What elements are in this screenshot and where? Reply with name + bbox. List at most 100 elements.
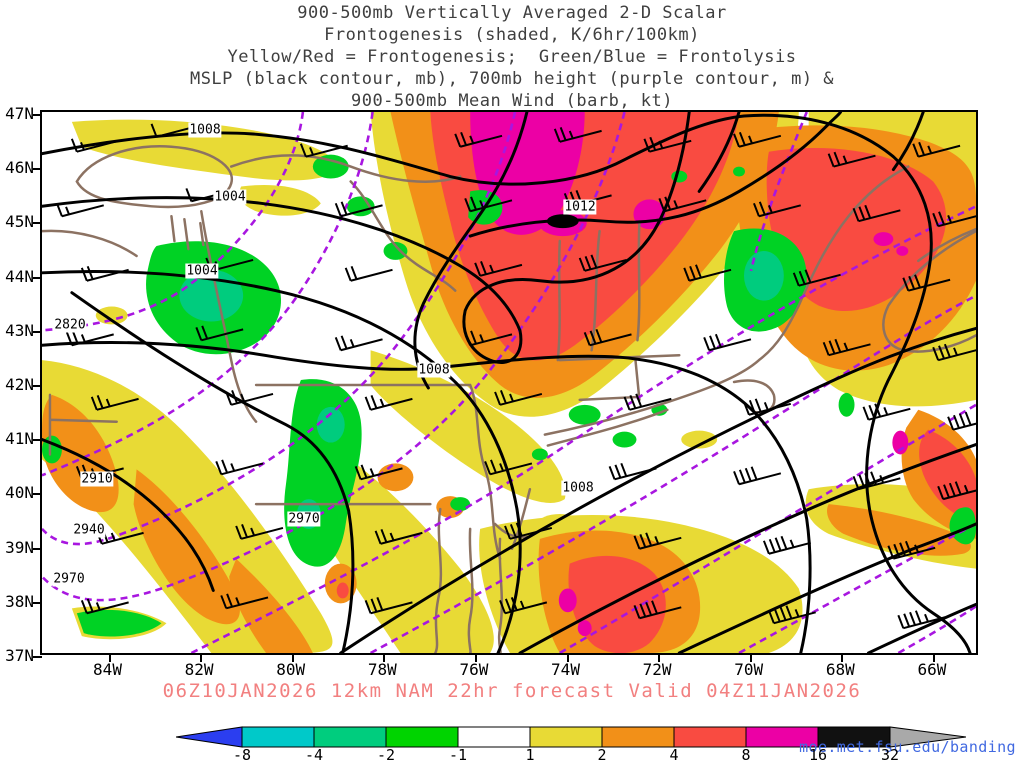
geography-borders bbox=[42, 145, 976, 653]
lon-tick-label: 70W bbox=[734, 660, 764, 679]
lon-tick-label: 72W bbox=[642, 660, 672, 679]
mslp-contour-label: 1008 bbox=[188, 122, 222, 138]
lon-tick-label: 66W bbox=[917, 660, 947, 679]
lon-tick-mark bbox=[200, 653, 203, 662]
wind-barb bbox=[733, 466, 782, 486]
wind-barb bbox=[334, 335, 383, 352]
wind-barb bbox=[947, 411, 976, 431]
colorbar-tick-label: 16 bbox=[808, 746, 828, 764]
lon-tick-label: 74W bbox=[551, 660, 580, 679]
colorbar-cell bbox=[457, 726, 531, 748]
wind-barbs bbox=[56, 123, 976, 630]
wind-barb bbox=[225, 390, 274, 406]
wind-barb bbox=[334, 201, 383, 218]
wind-barb bbox=[658, 196, 707, 213]
wind-barb bbox=[767, 605, 816, 625]
wind-barb bbox=[474, 260, 523, 277]
mslp-contour-label: 1004 bbox=[185, 263, 219, 279]
wind-barb bbox=[862, 403, 911, 421]
lat-tick-mark bbox=[33, 439, 42, 442]
wind-barb bbox=[822, 338, 871, 357]
lat-tick-mark bbox=[33, 656, 42, 658]
wind-barb bbox=[235, 524, 284, 540]
wind-barb bbox=[827, 151, 876, 168]
lon-tick-mark bbox=[841, 653, 844, 662]
wind-barb bbox=[344, 265, 393, 282]
wind-barb bbox=[499, 596, 548, 615]
wind-barb bbox=[80, 598, 129, 615]
colorbar-right-arrow bbox=[889, 726, 966, 748]
wind-barb bbox=[932, 343, 976, 362]
title-line-5: 900-500mb Mean Wind (barb, kt) bbox=[350, 91, 674, 111]
lon-tick-mark bbox=[291, 653, 294, 662]
wind-barb bbox=[215, 459, 264, 476]
wind-barb bbox=[703, 333, 752, 352]
wind-barb bbox=[299, 143, 348, 158]
lon-tick-mark bbox=[474, 653, 477, 662]
lon-tick-mark bbox=[932, 653, 935, 662]
lat-tick-label: 37N bbox=[5, 646, 34, 665]
lat-tick-mark bbox=[33, 114, 42, 116]
wind-barb bbox=[464, 196, 513, 213]
title-line-3: Yellow/Red = Frontogenesis; Green/Blue =… bbox=[227, 47, 797, 67]
lon-tick-label: 80W bbox=[276, 660, 306, 679]
credit-link[interactable]: moe.met.fsu.edu/banding bbox=[799, 738, 1016, 756]
lon-tick-label: 68W bbox=[825, 660, 855, 679]
mslp-contour-label: 1008 bbox=[561, 480, 595, 496]
lon-tick-label: 84W bbox=[93, 660, 122, 679]
title-line-4: MSLP (black contour, mb), 700mb height (… bbox=[189, 69, 835, 89]
colorbar-tick-label: -1 bbox=[448, 746, 468, 764]
lat-tick-label: 44N bbox=[5, 266, 34, 286]
wind-barb bbox=[852, 204, 901, 223]
height-contour-label: 2820 bbox=[53, 317, 87, 333]
lat-tick-label: 39N bbox=[5, 537, 34, 557]
colorbar-cell bbox=[385, 726, 459, 748]
wind-barb bbox=[374, 529, 423, 545]
wind-barb bbox=[484, 459, 533, 476]
wind-barb bbox=[753, 201, 802, 218]
wind-barb bbox=[90, 395, 139, 411]
colorbar-cell bbox=[601, 726, 675, 748]
map-canvas bbox=[42, 112, 976, 653]
wind-barb bbox=[56, 202, 104, 218]
lat-tick-label: 43N bbox=[5, 320, 34, 340]
colorbar-cell bbox=[313, 726, 387, 748]
wind-barb bbox=[504, 522, 553, 540]
wind-barb bbox=[633, 532, 682, 550]
lat-tick-mark bbox=[33, 601, 42, 604]
lat-tick-mark bbox=[33, 168, 42, 171]
title-line-1: 900-500mb Vertically Averaged 2-D Scalar bbox=[297, 3, 727, 23]
wind-barb bbox=[70, 138, 119, 153]
wind-barb bbox=[578, 254, 627, 272]
colorbar-tick-label: 32 bbox=[880, 746, 900, 764]
lon-tick-mark bbox=[383, 653, 386, 662]
lat-tick-mark bbox=[33, 385, 42, 387]
wind-barb bbox=[364, 395, 413, 411]
wind-barb bbox=[454, 131, 503, 148]
colorbar-tick-label: 8 bbox=[741, 746, 751, 764]
wind-barb bbox=[633, 600, 682, 620]
wind-barb bbox=[852, 471, 901, 491]
wind-barb bbox=[937, 481, 976, 501]
wind-barb bbox=[583, 328, 632, 347]
lat-tick-mark bbox=[33, 493, 42, 496]
wind-barb bbox=[494, 390, 543, 406]
mslp-contour-label: 1008 bbox=[417, 362, 451, 378]
colorbar-cell bbox=[529, 726, 603, 748]
wind-barb bbox=[623, 393, 672, 411]
wind-barb bbox=[80, 265, 129, 282]
wind-barb bbox=[792, 269, 841, 287]
chart-title: 900-500mb Vertically Averaged 2-D Scalar… bbox=[0, 2, 1024, 112]
lon-tick-label: 78W bbox=[367, 660, 397, 679]
wind-barb bbox=[608, 462, 657, 481]
height-contour-label: 2910 bbox=[80, 471, 114, 487]
wind-barb bbox=[733, 131, 782, 148]
wind-barb bbox=[364, 596, 413, 615]
colorbar-tick-label: 2 bbox=[597, 746, 607, 764]
lon-tick-label: 76W bbox=[459, 660, 489, 679]
colorbar-left-arrow bbox=[176, 726, 243, 748]
lon-tick-mark bbox=[749, 653, 752, 662]
lat-tick-label: 40N bbox=[5, 483, 34, 503]
height-contour-label: 2970 bbox=[287, 511, 321, 527]
